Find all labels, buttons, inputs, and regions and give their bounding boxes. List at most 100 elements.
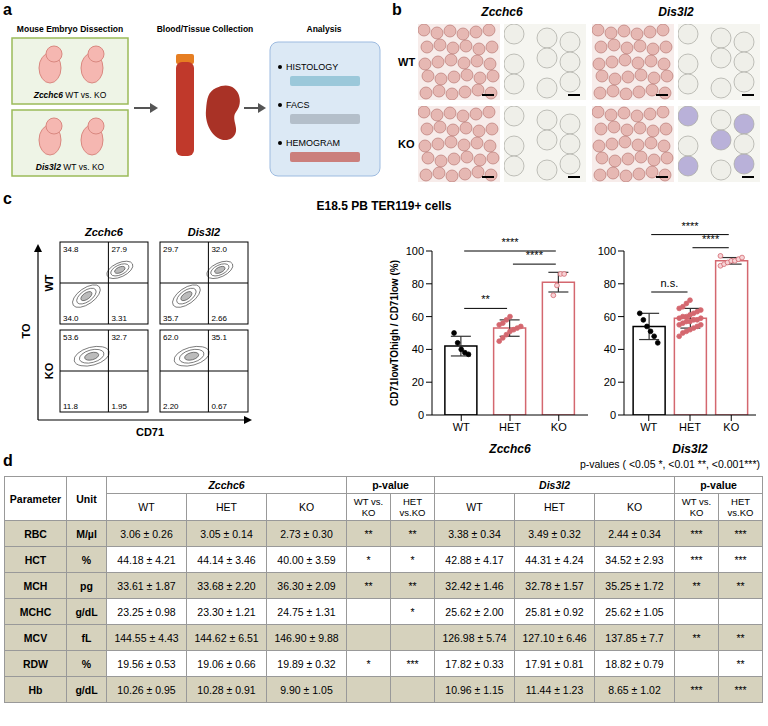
html-text:g/dL: g/dL — [75, 605, 98, 618]
html-text:HCT: HCT — [24, 553, 47, 566]
html-text:3.05 ± 0.14: 3.05 ± 0.14 — [200, 527, 253, 540]
svg-text:KO: KO — [551, 421, 567, 433]
svg-text:**: ** — [481, 293, 490, 305]
html-text:3.06 ± 0.26: 3.06 ± 0.26 — [120, 527, 173, 540]
svg-text:c: c — [3, 190, 12, 207]
svg-text:20: 20 — [412, 376, 424, 388]
svg-text:80: 80 — [604, 278, 616, 290]
svg-text:HET: HET — [679, 421, 701, 433]
svg-text:40: 40 — [604, 343, 616, 355]
svg-text:WT: WT — [398, 56, 415, 68]
svg-text:60: 60 — [412, 311, 424, 323]
html-text:WT vs. KO: WT vs. KO — [353, 496, 384, 518]
html-text:23.25 ± 0.98: 23.25 ± 0.98 — [117, 605, 176, 618]
svg-text:20: 20 — [604, 376, 616, 388]
svg-text:32.7: 32.7 — [111, 333, 127, 342]
svg-text:****: **** — [526, 249, 544, 261]
svg-text:100: 100 — [598, 245, 616, 257]
svg-text:2.66: 2.66 — [211, 314, 227, 323]
html-text:RBC: RBC — [24, 527, 47, 540]
svg-text:HET: HET — [499, 421, 521, 433]
svg-text:CD71lowTOhigh / CD71low (%): CD71lowTOhigh / CD71low (%) — [389, 260, 400, 406]
html-text:32.78 ± 1.57: 32.78 ± 1.57 — [525, 579, 584, 592]
html-text:2.73 ± 0.30: 2.73 ± 0.30 — [280, 527, 333, 540]
svg-text:HEMOGRAM: HEMOGRAM — [286, 138, 340, 148]
svg-text:WT: WT — [640, 421, 657, 433]
svg-text:Blood/Tissue Collection: Blood/Tissue Collection — [157, 24, 254, 34]
svg-text:3.31: 3.31 — [111, 314, 127, 323]
svg-text:80: 80 — [412, 278, 424, 290]
svg-text:0: 0 — [418, 409, 424, 421]
svg-text:WT: WT — [43, 274, 55, 291]
svg-text:****: **** — [702, 233, 720, 245]
html-text:44.31 ± 4.24: 44.31 ± 4.24 — [525, 553, 584, 566]
svg-text:Dis3l2: Dis3l2 — [672, 442, 708, 455]
svg-text:35.7: 35.7 — [163, 314, 179, 323]
svg-text:Mouse Embryo Dissection: Mouse Embryo Dissection — [17, 24, 123, 34]
svg-text:11.8: 11.8 — [63, 402, 79, 411]
svg-text:53.6: 53.6 — [63, 333, 79, 342]
svg-text:KO: KO — [398, 138, 415, 150]
html-text:Unit: Unit — [76, 492, 97, 505]
html-text:23.30 ± 1.21: 23.30 ± 1.21 — [197, 605, 256, 618]
svg-text:34.8: 34.8 — [63, 245, 79, 254]
svg-text:40: 40 — [412, 343, 424, 355]
html-text:WT vs. KO: WT vs. KO — [681, 496, 712, 518]
svg-text:60: 60 — [604, 311, 616, 323]
svg-text:Zcchc6: Zcchc6 — [488, 442, 531, 455]
html-text:42.88 ± 4.17: 42.88 ± 4.17 — [445, 553, 504, 566]
svg-text:29.7: 29.7 — [163, 245, 179, 254]
html-text:HET vs.KO: HET vs.KO — [399, 496, 426, 518]
svg-text:1.95: 1.95 — [111, 402, 127, 411]
html-text:pg: pg — [80, 579, 93, 592]
svg-text:WT: WT — [453, 421, 470, 433]
svg-text:****: **** — [501, 236, 519, 248]
svg-text:34.0: 34.0 — [63, 314, 79, 323]
svg-text:62.0: 62.0 — [163, 333, 179, 342]
svg-text:a: a — [3, 1, 12, 18]
html-text:M/µl: M/µl — [76, 527, 97, 540]
svg-text:d: d — [3, 452, 13, 469]
html-text:33.68 ± 2.20: 33.68 ± 2.20 — [197, 579, 256, 592]
svg-text:HISTOLOGY: HISTOLOGY — [286, 62, 338, 72]
svg-text:Dis3l2: Dis3l2 — [188, 226, 220, 238]
html-text:MCHC: MCHC — [19, 605, 52, 618]
svg-text:Analysis: Analysis — [307, 24, 342, 34]
svg-text:0.67: 0.67 — [211, 402, 227, 411]
html-text:Parameter: Parameter — [9, 492, 62, 505]
html-text:32.42 ± 1.46: 32.42 ± 1.46 — [445, 579, 504, 592]
html-text:36.30 ± 2.09: 36.30 ± 2.09 — [277, 579, 336, 592]
html-text:44.14 ± 3.46: 44.14 ± 3.46 — [197, 553, 256, 566]
svg-text:32.0: 32.0 — [211, 245, 227, 254]
html-text:44.18 ± 4.21: 44.18 ± 4.21 — [117, 553, 176, 566]
html-text:3.49 ± 0.32: 3.49 ± 0.32 — [528, 527, 581, 540]
html-text:HET vs.KO: HET vs.KO — [727, 496, 754, 518]
svg-text:TO: TO — [20, 323, 32, 339]
html-text:2.44 ± 0.34: 2.44 ± 0.34 — [608, 527, 661, 540]
html-text:3.38 ± 0.34: 3.38 ± 0.34 — [448, 527, 501, 540]
svg-text:Zcchc6: Zcchc6 — [84, 226, 124, 238]
svg-text:KO: KO — [723, 421, 739, 433]
svg-text:Dis3l2 WT vs. KO: Dis3l2 WT vs. KO — [36, 162, 105, 172]
svg-text:35.1: 35.1 — [211, 333, 227, 342]
html-text:35.25 ± 1.72: 35.25 ± 1.72 — [605, 579, 664, 592]
svg-text:Zcchc6: Zcchc6 — [480, 5, 523, 19]
html-text:34.52 ± 2.93: 34.52 ± 2.93 — [605, 553, 664, 566]
svg-text:27.9: 27.9 — [111, 245, 127, 254]
svg-text:n.s.: n.s. — [661, 277, 679, 289]
svg-text:CD71: CD71 — [136, 426, 164, 438]
svg-text:E18.5 PB TER119+ cells: E18.5 PB TER119+ cells — [316, 199, 451, 213]
svg-text:****: **** — [681, 220, 699, 232]
svg-text:Dis3l2: Dis3l2 — [658, 5, 694, 19]
svg-text:KO: KO — [43, 362, 55, 379]
html-text:33.61 ± 1.87: 33.61 ± 1.87 — [117, 579, 176, 592]
svg-text:FACS: FACS — [286, 100, 310, 110]
html-text:MCH: MCH — [23, 579, 48, 592]
svg-text:b: b — [392, 1, 402, 18]
svg-text:Zcchc6 WT vs. KO: Zcchc6 WT vs. KO — [33, 90, 107, 100]
svg-text:2.20: 2.20 — [163, 402, 179, 411]
svg-text:p-values ( <0.05 *, <0.01 **,: p-values ( <0.05 *, <0.01 **, <0.001***) — [580, 458, 760, 470]
svg-text:0: 0 — [610, 409, 616, 421]
svg-text:100: 100 — [406, 245, 424, 257]
html-text:40.00 ± 3.59: 40.00 ± 3.59 — [277, 553, 336, 566]
